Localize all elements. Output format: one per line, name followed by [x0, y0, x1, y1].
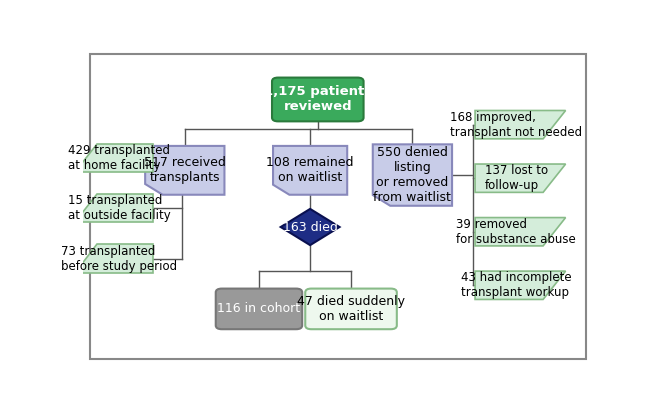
Text: 163 died: 163 died	[282, 220, 337, 234]
Text: 73 transplanted
before study period: 73 transplanted before study period	[61, 245, 178, 272]
Polygon shape	[273, 146, 347, 195]
Text: 15 transplanted
at outside facility: 15 transplanted at outside facility	[68, 194, 171, 222]
Text: 43 had incomplete
transplant workup: 43 had incomplete transplant workup	[461, 271, 572, 299]
Polygon shape	[475, 218, 566, 246]
FancyBboxPatch shape	[272, 78, 364, 121]
Polygon shape	[145, 146, 224, 195]
Text: 517 received
transplants: 517 received transplants	[144, 156, 226, 184]
Text: 429 transplanted
at home facility: 429 transplanted at home facility	[69, 144, 170, 172]
Text: 116 in cohort: 116 in cohort	[217, 302, 300, 315]
Polygon shape	[373, 144, 452, 206]
Text: 1,175 patients
reviewed: 1,175 patients reviewed	[264, 85, 372, 113]
Text: 108 remained
on waitlist: 108 remained on waitlist	[267, 156, 354, 184]
Text: 137 lost to
follow-up: 137 lost to follow-up	[484, 164, 548, 192]
Polygon shape	[75, 244, 152, 273]
Polygon shape	[75, 194, 152, 222]
Polygon shape	[475, 271, 566, 299]
Polygon shape	[280, 209, 339, 245]
FancyBboxPatch shape	[216, 289, 302, 329]
Text: 168 improved,
transplant not needed: 168 improved, transplant not needed	[450, 111, 582, 139]
Text: 39 removed
for substance abuse: 39 removed for substance abuse	[456, 218, 576, 246]
FancyBboxPatch shape	[306, 289, 397, 329]
Text: 550 denied
listing
or removed
from waitlist: 550 denied listing or removed from waitl…	[374, 146, 451, 204]
Polygon shape	[75, 144, 152, 172]
Text: 47 died suddenly
on waitlist: 47 died suddenly on waitlist	[297, 295, 405, 323]
Polygon shape	[475, 110, 566, 139]
Polygon shape	[475, 164, 566, 192]
